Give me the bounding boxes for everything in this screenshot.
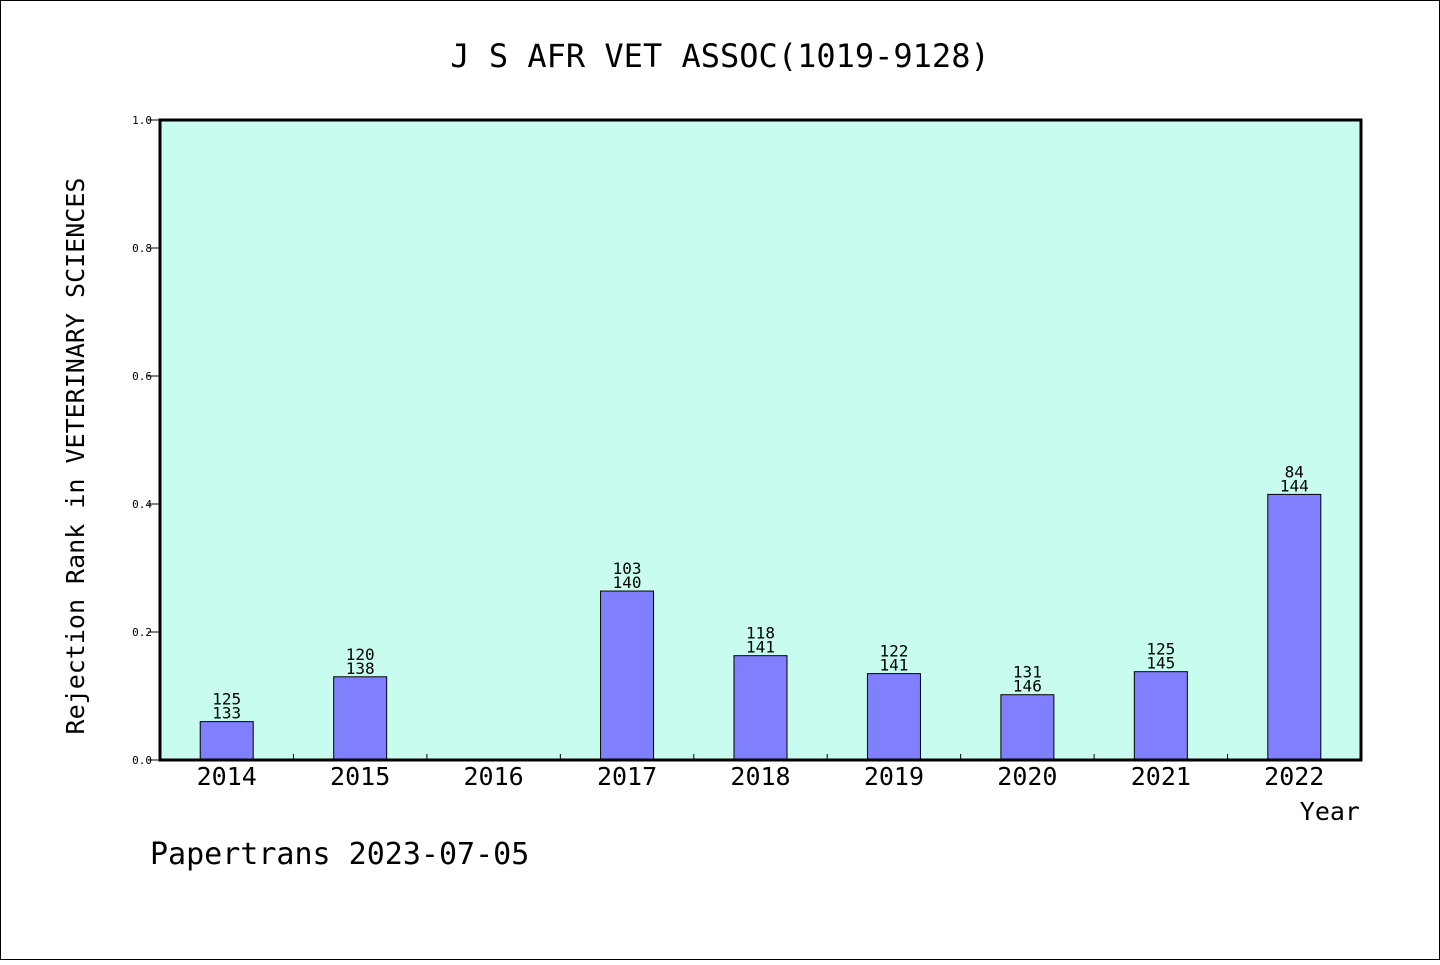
data-label-total: 141 [746,638,775,657]
data-label-rank: 103 [613,559,642,578]
data-label-total: 141 [879,656,908,675]
y-tick-label: 1.0 [132,114,152,127]
data-label-rank: 122 [879,642,908,661]
bar-2022 [1267,493,1322,761]
data-label-rank: 120 [346,645,375,664]
x-tick-label: 2015 [330,762,390,791]
bars [199,493,1322,761]
data-label-total: 144 [1280,476,1309,495]
plot-area [160,120,1361,760]
x-tick-label: 2018 [730,762,790,791]
data-label-rank: 118 [746,624,775,643]
bar-2015 [333,676,388,761]
data-label-total: 146 [1013,677,1042,696]
y-axis-ticks: 0.0 0.2 0.4 0.6 0.8 1.0 [132,114,160,767]
plot-frame [158,118,1363,762]
y-tick-label: 0.8 [132,242,152,255]
x-tick-label: 2017 [597,762,657,791]
y-tick-label: 0.4 [132,498,152,511]
bar-2021 [1133,671,1188,761]
x-tick-label: 2020 [997,762,1057,791]
footer-text: Papertrans 2023-07-05 [150,837,529,872]
bar-2017 [600,590,655,761]
y-tick-label: 0.6 [132,370,152,383]
data-label-rank: 131 [1013,663,1042,682]
x-tick-label: 2022 [1264,762,1324,791]
chart-title: J S AFR VET ASSOC(1019-9128) [450,37,989,75]
x-axis-ticks: 2014 2015 2016 2017 2018 2019 2020 2021 2022 [197,754,1324,791]
data-label-total: 140 [613,573,642,592]
data-label-total: 145 [1146,654,1175,673]
data-label-rank: 125 [1146,640,1175,659]
x-tick-label: 2014 [197,762,257,791]
bar-2019 [866,673,921,761]
x-tick-label: 2019 [864,762,924,791]
data-label-rank: 84 [1285,462,1304,481]
bar-2020 [1000,694,1055,761]
y-tick-label: 0.2 [132,626,152,639]
data-label-total: 133 [212,704,241,723]
bar-2018 [733,655,788,761]
y-tick-label: 0.0 [132,754,152,767]
x-tick-label: 2016 [464,762,524,791]
x-axis-label: Year [1300,797,1360,826]
x-tick-label: 2021 [1131,762,1191,791]
data-label-rank: 125 [212,690,241,709]
y-axis-label: Rejection Rank in VETERINARY SCIENCES [61,178,90,735]
bar-2014 [199,721,254,761]
data-label-total: 138 [346,659,375,678]
